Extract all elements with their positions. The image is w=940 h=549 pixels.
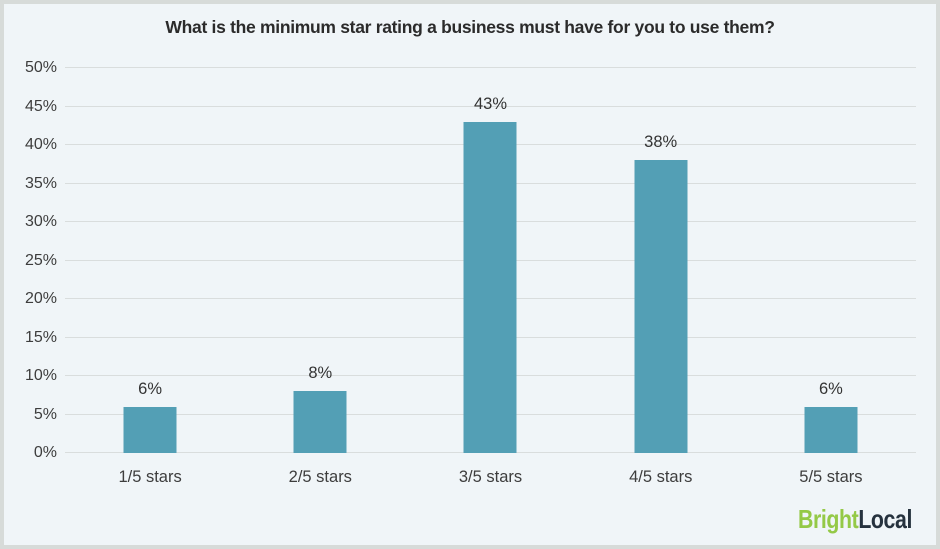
- gridline: [65, 105, 916, 107]
- y-tick-label: 50%: [24, 59, 57, 76]
- bar-value-label: 6%: [818, 379, 843, 398]
- x-tick-label: 5/5 stars: [799, 468, 863, 486]
- x-tick-label: 3/5 stars: [458, 468, 523, 486]
- x-axis-labels: 1/5 stars 2/5 stars 3/5 stars 4/5 stars 5/5 …: [65, 468, 916, 487]
- y-tick-label: 30%: [24, 213, 57, 230]
- bar: [463, 121, 517, 453]
- x-tick-label: 2/5 stars: [288, 468, 352, 486]
- bar: [293, 391, 347, 453]
- bar-slot: 8%: [235, 68, 405, 453]
- y-tick-label: 5%: [33, 405, 57, 423]
- bar-value-label: 38%: [644, 133, 678, 152]
- bar-slot: 6%: [65, 68, 235, 453]
- bar: [634, 160, 688, 453]
- bar: [123, 406, 177, 453]
- bar-value-label: 8%: [308, 364, 333, 383]
- bar: [804, 406, 858, 453]
- bar-slot: 38%: [576, 68, 746, 453]
- y-tick-label: 10%: [24, 367, 57, 384]
- brightlocal-logo: BrightLocal: [798, 504, 912, 535]
- bar-slot: 43%: [405, 68, 575, 453]
- y-tick-label: 25%: [24, 251, 57, 269]
- bar-value-label: 43%: [473, 94, 507, 113]
- y-tick-label: 40%: [24, 136, 57, 153]
- logo-bright: Bright: [798, 504, 859, 534]
- gridline: [65, 67, 916, 68]
- y-tick-label: 15%: [24, 328, 57, 346]
- y-tick-label: 45%: [24, 97, 57, 115]
- bar-value-label: 6%: [138, 379, 163, 398]
- x-tick-label: 1/5 stars: [118, 468, 182, 486]
- bar-slot: 6%: [746, 68, 916, 453]
- chart-title: What is the minimum star rating a busine…: [165, 17, 775, 37]
- y-tick-label: 35%: [24, 174, 57, 192]
- y-tick-label: 0%: [33, 444, 57, 461]
- logo-local: Local: [858, 504, 912, 534]
- plot-area: 6% 8% 43% 38% 6%: [65, 67, 916, 453]
- y-axis-labels: 0% 5% 10% 15% 20% 25% 30% 35% 40% 45% 50%: [4, 60, 57, 461]
- y-tick-label: 20%: [24, 290, 57, 307]
- x-tick-label: 4/5 stars: [629, 468, 693, 486]
